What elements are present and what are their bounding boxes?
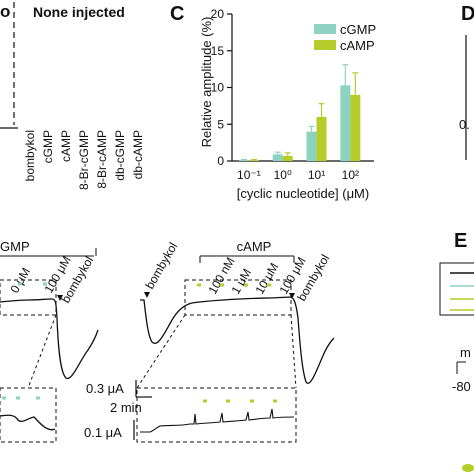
chart-bar [248, 160, 259, 161]
chart-x-tick-label: 10⁻¹ [237, 168, 261, 182]
chart-bar [238, 160, 249, 161]
panel-e-fragment-80: -80 [452, 379, 471, 394]
condition-label: 8-Br-cGMP [77, 130, 91, 190]
left-inset-box [0, 387, 57, 443]
scale-time-label: 2 min [110, 400, 142, 415]
left-trace-line [0, 298, 99, 380]
scale-current-label: 0.3 μA [86, 381, 124, 396]
legend-swatch-cgmp [314, 24, 336, 34]
right-zoom-connector-left [136, 314, 186, 389]
left-inset-trace [0, 414, 56, 431]
panel-d-fragment: 0. [459, 117, 470, 132]
right-inset-trace [140, 408, 295, 433]
chart-bar [306, 131, 317, 161]
chart-x-tick-label: 10⁰ [274, 168, 292, 182]
right-conc-3: 10 μM [252, 260, 281, 296]
right-pre-stimulus-label: bombykol [142, 240, 180, 291]
chart-x-tick-label: 10² [342, 168, 359, 182]
chart-bar [272, 154, 283, 161]
condition-label: cGMP [41, 130, 55, 163]
scale-inset-current-label: 0.1 μA [84, 425, 122, 440]
right-zoom-connector-right [290, 314, 297, 389]
left-stimulus-arrow [57, 295, 63, 301]
left-zoom-box [0, 279, 57, 316]
right-trace-title: cAMP [237, 239, 272, 254]
left-zoom-connector [27, 314, 57, 389]
chart-bar [282, 155, 293, 161]
chart-ylabel: Relative amplitude (%) [199, 17, 214, 148]
chart-legend: cGMP cAMP [314, 22, 376, 53]
chart-bar [316, 116, 327, 161]
chart-y-tick-label: 0 [217, 154, 224, 168]
condition-label: db-cGMP [113, 130, 127, 181]
condition-label: bombykol [23, 130, 37, 181]
chart-y-tick-label: 10 [211, 81, 225, 95]
panel-letter-d: D [461, 3, 474, 25]
panel-letter-c: C [170, 3, 184, 25]
right-pre-stimulus-arrow [144, 292, 150, 298]
legend-swatch-camp [314, 40, 336, 50]
right-trace-line [140, 296, 335, 384]
condition-label: cAMP [59, 130, 73, 162]
panel-label-fragment: o [0, 2, 10, 21]
chart-y-tick-label: 20 [211, 7, 225, 21]
legend-label-camp: cAMP [340, 38, 375, 53]
right-inset-box [136, 387, 297, 443]
left-trace-title: GMP [0, 239, 30, 254]
chart-bar [340, 85, 351, 161]
chart-bar [350, 94, 361, 161]
group-title: None injected [33, 4, 125, 20]
chart-y-tick-label: 5 [217, 117, 224, 131]
chart-c: 0 5 10 15 20 10⁻¹ 10⁰ 10¹ 10² [211, 7, 374, 182]
chart-xlabel: [cyclic nucleotide] (μM) [237, 186, 369, 201]
panel-letter-e: E [454, 230, 467, 252]
chart-x-tick-label: 10¹ [308, 168, 325, 182]
panel-e-legend-box [439, 262, 474, 316]
right-zoom-box [184, 279, 292, 316]
chart-y-tick-label: 15 [211, 44, 225, 58]
legend-label-cgmp: cGMP [340, 22, 376, 37]
condition-label: db-cAMP [131, 130, 145, 179]
condition-label: 8-Br-cAMP [95, 130, 109, 189]
condition-labels: bombykol cGMP cAMP 8-Br-cGMP 8-Br-cAMP db-cGM… [23, 130, 145, 190]
panel-e-marker [462, 464, 474, 472]
panel-e-fragment-m: m [460, 345, 471, 360]
